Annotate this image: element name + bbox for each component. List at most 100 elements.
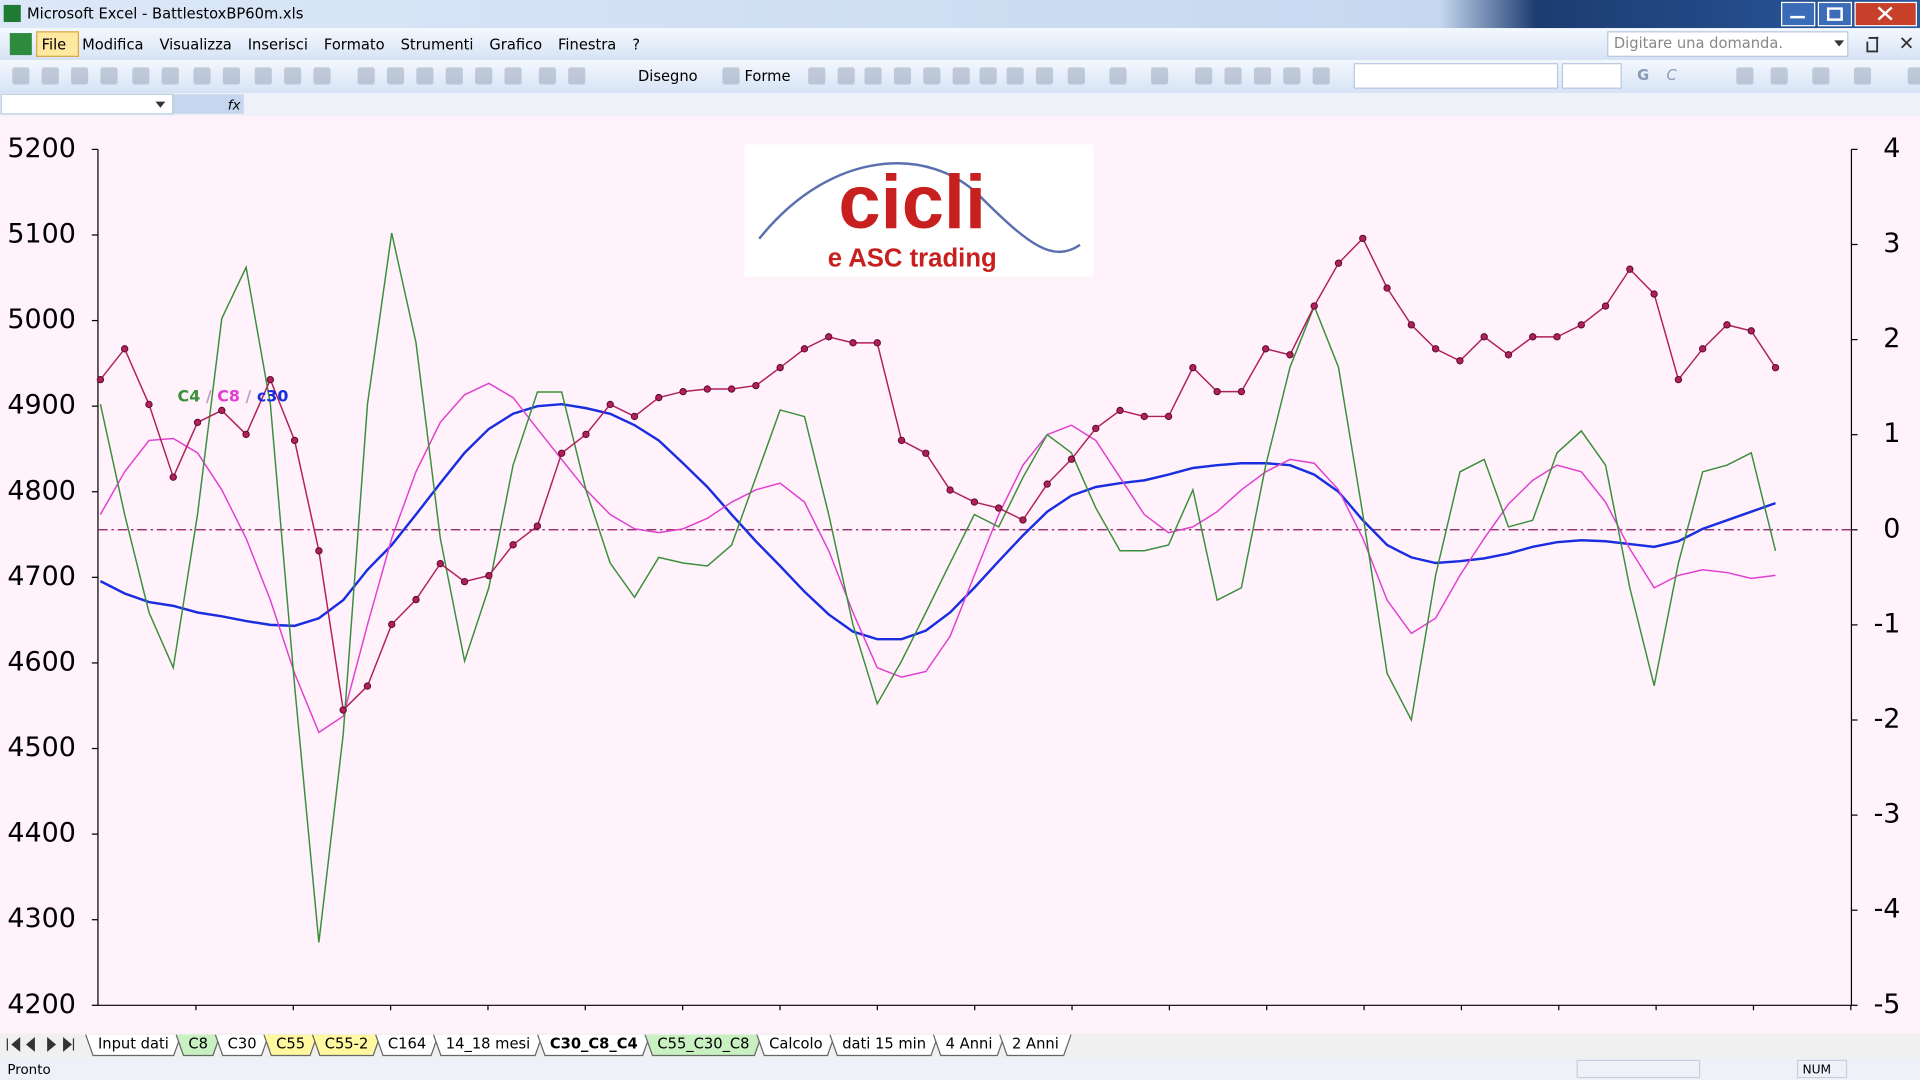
toolbar-icon[interactable] (568, 67, 586, 85)
menu-item[interactable]: Formato (324, 36, 385, 53)
price-marker (290, 436, 299, 445)
toolbar-icon[interactable] (837, 67, 855, 85)
toolbar-icon[interactable] (313, 67, 331, 85)
price-marker (1019, 516, 1027, 524)
price-marker (582, 430, 590, 439)
toolbar-icon[interactable] (132, 67, 150, 85)
toolbar-icon[interactable] (1812, 67, 1830, 85)
toolbar-icon[interactable] (416, 67, 434, 85)
legend-entry: C8 (217, 386, 240, 405)
toolbar-icon[interactable] (1109, 67, 1127, 85)
tab-label: C30_C8_C4 (550, 1035, 638, 1052)
price-marker (388, 620, 396, 629)
toolbar-icon[interactable] (41, 67, 59, 85)
toolbar-icon[interactable] (1283, 67, 1301, 85)
size-box[interactable] (1561, 63, 1622, 89)
toolbar-icon[interactable] (1853, 67, 1872, 85)
toolbar-icon[interactable] (538, 67, 556, 85)
toolbar-icon[interactable] (71, 67, 89, 85)
toolbar-icon[interactable] (475, 67, 493, 85)
toolbar-icon[interactable] (386, 67, 405, 85)
name-box[interactable] (0, 93, 174, 115)
toolbar-icon[interactable] (222, 67, 240, 85)
sheet-tab[interactable]: Calcolo (756, 1034, 836, 1057)
sheet-tab[interactable]: Input dati (85, 1034, 182, 1057)
toolbar-icon[interactable] (1035, 67, 1054, 85)
menu-item[interactable]: Inserisci (248, 36, 308, 53)
tab-label: Calcolo (769, 1035, 822, 1052)
toolbar-icon[interactable] (1312, 67, 1330, 85)
toolbar-icon[interactable] (864, 67, 882, 85)
sheet-tab[interactable]: C55_C30_C8 (644, 1034, 763, 1057)
formula-button[interactable] (172, 94, 244, 114)
tab-shape (432, 1034, 544, 1057)
price-marker (800, 345, 809, 353)
price-marker (218, 406, 226, 415)
price-marker (1140, 412, 1148, 421)
toolbar-icon[interactable] (952, 67, 970, 85)
toolbar-icon[interactable] (1224, 67, 1242, 85)
search-box[interactable] (1607, 31, 1849, 57)
drawing-menu[interactable]: Disegno (638, 68, 698, 85)
toolbar-icon[interactable] (1151, 67, 1169, 85)
tab-shape (175, 1034, 221, 1057)
tab-shape (85, 1034, 182, 1057)
sheet-tab[interactable]: C55 (263, 1034, 318, 1057)
toolbar-icon[interactable] (923, 67, 941, 85)
sheet-tab[interactable]: C30_C8_C4 (537, 1034, 651, 1057)
toolbar-icon[interactable] (808, 67, 826, 85)
menu-item[interactable]: Modifica (82, 36, 143, 53)
toolbar-icon[interactable] (1067, 67, 1085, 85)
sheet-tab[interactable]: 4 Anni (932, 1034, 1006, 1057)
menu-item[interactable]: File (42, 36, 67, 53)
toolbar-icons (12, 67, 1920, 85)
toolbar-icon[interactable] (100, 67, 118, 85)
toolbar-icon[interactable] (12, 67, 30, 85)
toolbar-icon[interactable] (357, 67, 375, 85)
bold-button[interactable]: G (1637, 67, 1649, 84)
maximize-button[interactable] (1817, 1, 1853, 27)
toolbar-icon[interactable] (161, 67, 179, 85)
price-marker (1043, 480, 1051, 488)
tab-label: C55 (276, 1035, 305, 1052)
sheet-tab[interactable]: C55-2 (311, 1034, 382, 1057)
sheet-tab[interactable]: C8 (175, 1034, 221, 1057)
y-tick-label: 5100 (7, 218, 76, 249)
legend-separator: / (200, 386, 217, 405)
toolbar-icon[interactable] (1907, 67, 1920, 85)
minimize-button[interactable] (1781, 1, 1816, 27)
font-box[interactable] (1353, 63, 1559, 89)
toolbar-icon[interactable] (722, 67, 740, 85)
status-bar (0, 1057, 1920, 1080)
toolbar-icon[interactable] (1253, 67, 1272, 85)
tab-label: C30 (228, 1035, 257, 1052)
menu-item[interactable]: Finestra (558, 36, 616, 53)
menu-item[interactable]: Visualizza (159, 36, 231, 53)
toolbar-icon[interactable] (893, 67, 912, 85)
toolbar-icon[interactable] (254, 67, 272, 85)
window-title: Microsoft Excel - BattlestoxBP60m.xls (27, 6, 303, 23)
sheet-tab[interactable]: C164 (375, 1034, 440, 1057)
sheet-tab[interactable]: 2 Anni (999, 1034, 1072, 1057)
tab-shape (999, 1034, 1072, 1057)
toolbar-icon[interactable] (1195, 67, 1213, 85)
series-line (99, 402, 1776, 641)
price-marker (533, 522, 542, 530)
toolbar-icon[interactable] (193, 67, 211, 85)
toolbar-icon[interactable] (1770, 67, 1788, 85)
italic-button[interactable]: C (1667, 67, 1678, 84)
sheet-tab[interactable]: dati 15 min (829, 1034, 939, 1057)
toolbar-icon[interactable] (1736, 67, 1754, 85)
toolbar-icon[interactable] (504, 67, 522, 85)
menu-item[interactable]: ? (632, 36, 640, 53)
sheet-tab[interactable]: 14_18 mesi (432, 1034, 544, 1057)
toolbar-icon[interactable] (445, 67, 463, 85)
toolbar-icon[interactable] (979, 67, 997, 85)
toolbar-icon[interactable] (1006, 67, 1024, 85)
toolbar-icon[interactable] (284, 67, 302, 85)
sheet-tab[interactable]: C30 (214, 1034, 270, 1057)
menu-item[interactable]: Grafico (489, 36, 542, 53)
menu-item[interactable]: Strumenti (401, 36, 474, 53)
shapes-menu[interactable]: Forme (744, 68, 790, 85)
